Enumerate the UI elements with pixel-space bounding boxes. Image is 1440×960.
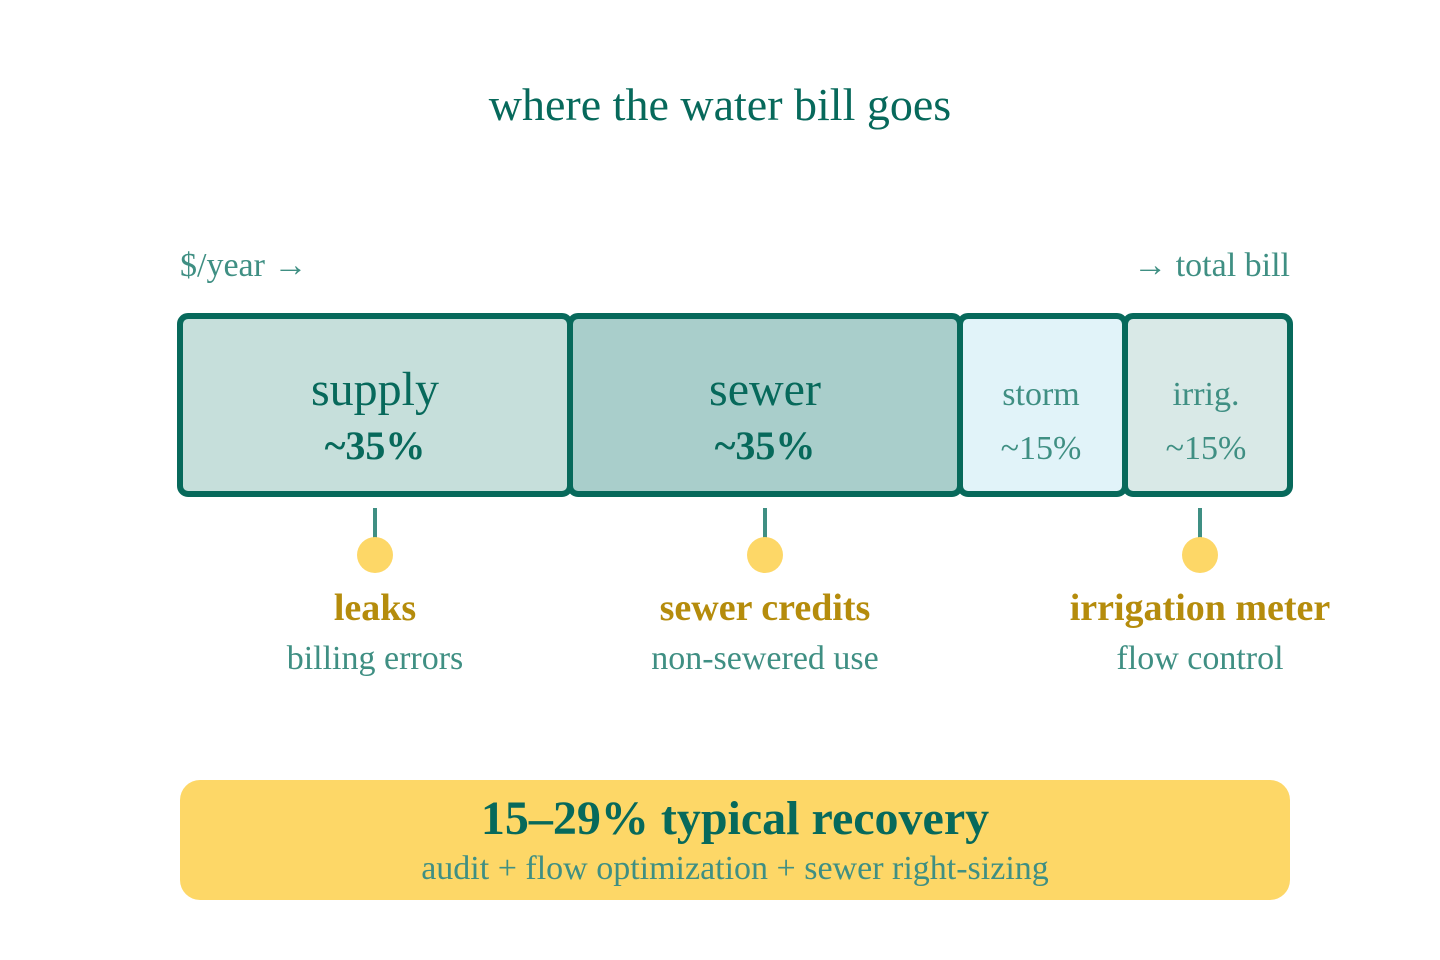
segments — [177, 313, 1293, 497]
dot — [1182, 537, 1218, 573]
summary-subtitle: audit + flow optimization + sewer right-… — [421, 850, 1049, 887]
segment-label: storm — [1002, 376, 1079, 413]
dots — [357, 537, 1218, 573]
callout-title: leaks — [334, 587, 416, 629]
callout-title: irrigation meter — [1070, 587, 1331, 629]
segment-share: ~35% — [325, 423, 426, 468]
axis-start: $/year → — [180, 247, 307, 284]
callout-subtitle: billing errors — [287, 640, 464, 677]
callout-subtitle: flow control — [1116, 640, 1283, 677]
segment-share: ~35% — [715, 423, 816, 468]
segment-share: ~15% — [1166, 430, 1247, 467]
callout-subtitle: non-sewered use — [651, 640, 879, 677]
segment-box — [1122, 313, 1293, 497]
segment-label: supply — [311, 363, 439, 416]
segment-label: sewer — [709, 363, 821, 416]
dot — [747, 537, 783, 573]
segment-label: irrig. — [1172, 376, 1239, 413]
summary-box — [180, 780, 1290, 900]
summary-title: 15–29% typical recovery — [481, 792, 989, 845]
dot — [357, 537, 393, 573]
title: where the water bill goes — [489, 79, 951, 130]
segment-share: ~15% — [1001, 430, 1082, 467]
axis-end: → total bill — [1133, 247, 1290, 284]
callout-title: sewer credits — [660, 587, 871, 629]
connectors — [373, 508, 1202, 540]
